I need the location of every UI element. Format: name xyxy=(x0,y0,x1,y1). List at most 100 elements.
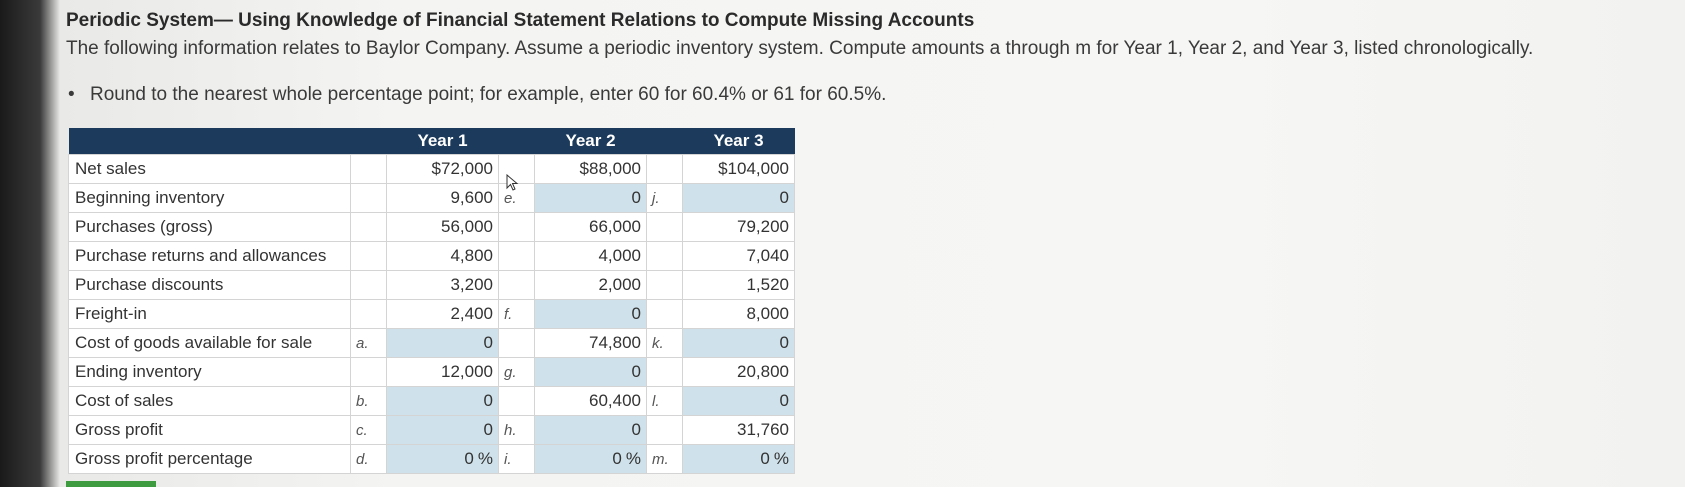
row-label: Freight-in xyxy=(68,299,351,329)
submit-button-edge[interactable] xyxy=(66,481,156,487)
row-label: Purchase discounts xyxy=(68,270,351,300)
given-value-cell: $88,000 xyxy=(534,154,647,184)
answer-letter: a. xyxy=(350,328,387,358)
answer-letter xyxy=(646,357,683,387)
given-value: 8,000 xyxy=(746,304,789,323)
table-header-row: Year 1 Year 2 Year 3 xyxy=(68,128,795,155)
answer-letter xyxy=(350,241,387,271)
header-year-3: Year 3 xyxy=(682,128,795,155)
given-value-cell: 2,000 xyxy=(534,270,647,300)
answer-input-cell[interactable]: 0 xyxy=(534,357,647,387)
answer-input-cell[interactable]: 0 xyxy=(682,386,795,416)
answer-letter xyxy=(498,386,535,416)
bullet-icon: • xyxy=(68,84,75,105)
answer-input-value[interactable]: 0 xyxy=(631,362,641,381)
table-row: Purchase returns and allowances 4,800 4,00… xyxy=(68,241,795,271)
answer-input-value[interactable]: 0 xyxy=(612,449,622,468)
answer-input-cell[interactable]: 0 xyxy=(682,328,795,358)
table-row: Net sales $72,000 $88,000 $104,000 xyxy=(68,154,795,184)
accounts-table-container: Year 1 Year 2 Year 3 Net sales $72,000 $88… xyxy=(68,128,795,474)
rounding-instruction-text: Round to the nearest whole percentage po… xyxy=(90,84,887,105)
row-label: Cost of goods available for sale xyxy=(68,328,351,358)
answer-letter xyxy=(646,299,683,329)
given-value-cell: 9,600 xyxy=(386,183,499,213)
answer-letter xyxy=(498,154,535,184)
answer-input-value[interactable]: 0 xyxy=(631,304,641,323)
row-label: Gross profit percentage xyxy=(68,444,351,474)
answer-letter: h. xyxy=(498,415,535,445)
answer-letter xyxy=(646,415,683,445)
given-value: 60,400 xyxy=(589,391,641,410)
given-value: $104,000 xyxy=(718,159,789,178)
answer-input-value[interactable]: 0 xyxy=(483,391,493,410)
given-value-cell: $72,000 xyxy=(386,154,499,184)
given-value-cell: 3,200 xyxy=(386,270,499,300)
answer-letter xyxy=(646,241,683,271)
given-value: 1,520 xyxy=(746,275,789,294)
given-value: 2,400 xyxy=(450,304,493,323)
answer-letter: l. xyxy=(646,386,683,416)
answer-input-value[interactable]: 0 xyxy=(779,333,789,352)
answer-input-cell[interactable]: 0 xyxy=(386,386,499,416)
answer-letter: c. xyxy=(350,415,387,445)
table-row: Gross profit percentage d. 0% i. 0% m. 0% xyxy=(68,444,795,474)
row-label: Purchase returns and allowances xyxy=(68,241,351,271)
table-body: Net sales $72,000 $88,000 $104,000 Beginning… xyxy=(68,154,795,474)
answer-input-value[interactable]: 0 xyxy=(464,449,474,468)
answer-input-value[interactable]: 0 xyxy=(779,391,789,410)
row-label: Beginning inventory xyxy=(68,183,351,213)
row-label: Purchases (gross) xyxy=(68,212,351,242)
answer-input-value[interactable]: 0 xyxy=(631,420,641,439)
given-value: 4,000 xyxy=(598,246,641,265)
header-letter-y3 xyxy=(646,128,683,155)
answer-input-cell[interactable]: 0% xyxy=(386,444,499,474)
header-letter-y1 xyxy=(350,128,387,155)
header-letter-y2 xyxy=(498,128,535,155)
accounts-table: Year 1 Year 2 Year 3 Net sales $72,000 $88… xyxy=(68,128,795,474)
answer-input-cell[interactable]: 0 xyxy=(534,183,647,213)
rounding-instruction: • Round to the nearest whole percentage p… xyxy=(68,84,886,106)
answer-letter xyxy=(350,154,387,184)
answer-input-value[interactable]: 0 xyxy=(483,420,493,439)
instructions-text: The following information relates to Bay… xyxy=(66,38,1534,59)
answer-input-cell[interactable]: 0 xyxy=(534,415,647,445)
answer-letter: m. xyxy=(646,444,683,474)
table-row: Ending inventory 12,000 g. 0 20,800 xyxy=(68,357,795,387)
given-value: 2,000 xyxy=(598,275,641,294)
answer-input-cell[interactable]: 0 xyxy=(682,183,795,213)
answer-input-cell[interactable]: 0 xyxy=(386,328,499,358)
given-value: $72,000 xyxy=(431,159,493,178)
answer-input-value[interactable]: 0 xyxy=(631,188,641,207)
answer-input-cell[interactable]: 0% xyxy=(534,444,647,474)
given-value-cell: 4,800 xyxy=(386,241,499,271)
given-value: 3,200 xyxy=(450,275,493,294)
row-label: Ending inventory xyxy=(68,357,351,387)
table-row: Cost of sales b. 0 60,400 l. 0 xyxy=(68,386,795,416)
given-value: 4,800 xyxy=(450,246,493,265)
given-value-cell: 66,000 xyxy=(534,212,647,242)
answer-letter xyxy=(350,183,387,213)
percent-unit: % xyxy=(625,449,641,468)
answer-letter: k. xyxy=(646,328,683,358)
answer-letter xyxy=(350,357,387,387)
table-row: Gross profit c. 0 h. 0 31,760 xyxy=(68,415,795,445)
given-value-cell: $104,000 xyxy=(682,154,795,184)
mouse-pointer-icon xyxy=(506,174,519,191)
answer-input-cell[interactable]: 0 xyxy=(534,299,647,329)
given-value: 79,200 xyxy=(737,217,789,236)
row-label: Cost of sales xyxy=(68,386,351,416)
answer-input-value[interactable]: 0 xyxy=(483,333,493,352)
answer-input-cell[interactable]: 0 xyxy=(386,415,499,445)
answer-letter: b. xyxy=(350,386,387,416)
answer-letter: j. xyxy=(646,183,683,213)
given-value-cell: 4,000 xyxy=(534,241,647,271)
answer-letter xyxy=(350,299,387,329)
answer-input-value[interactable]: 0 xyxy=(779,188,789,207)
row-label: Net sales xyxy=(68,154,351,184)
percent-unit: % xyxy=(773,449,789,468)
table-row: Purchases (gross) 56,000 66,000 79,200 xyxy=(68,212,795,242)
given-value: 56,000 xyxy=(441,217,493,236)
answer-input-cell[interactable]: 0% xyxy=(682,444,795,474)
answer-input-value[interactable]: 0 xyxy=(760,449,770,468)
